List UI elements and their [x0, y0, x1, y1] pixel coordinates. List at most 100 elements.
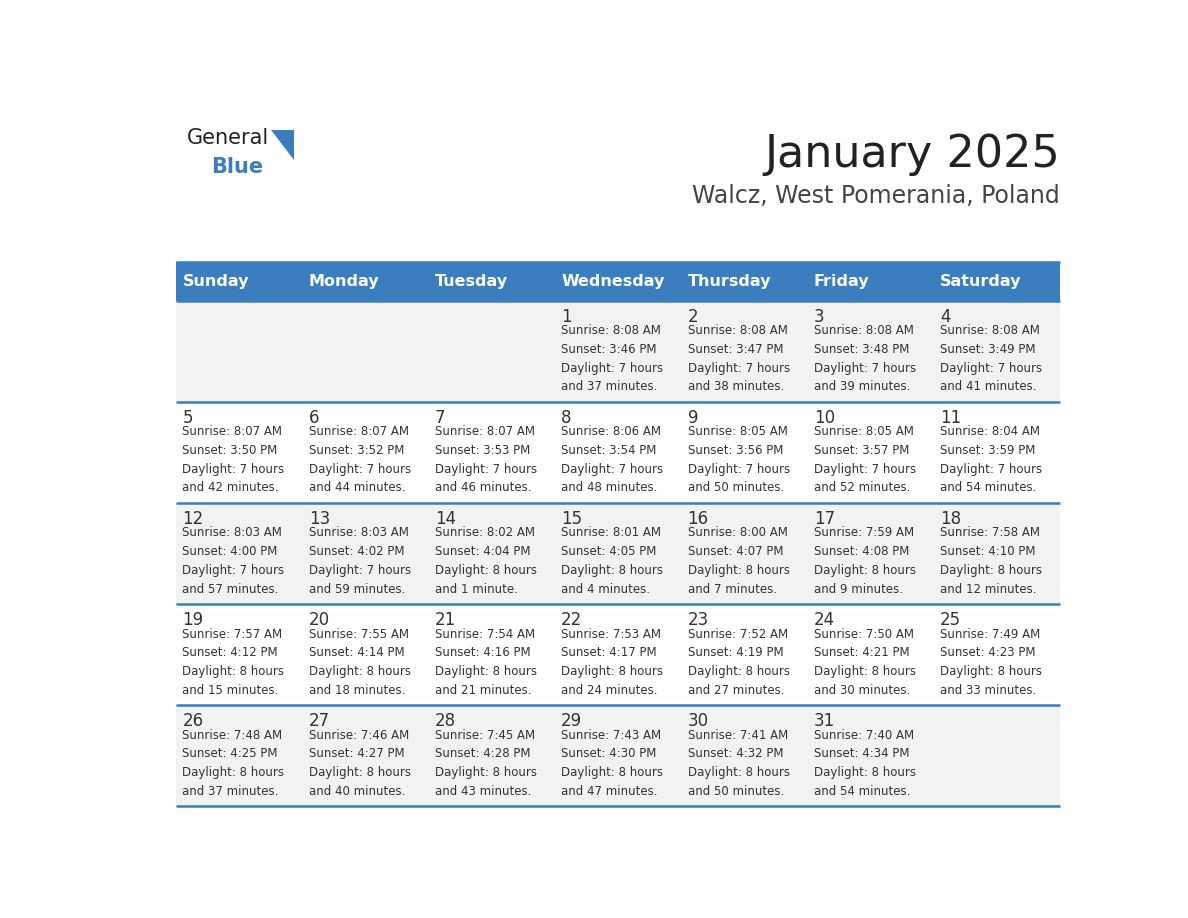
- Bar: [176, 301, 303, 402]
- Bar: [429, 263, 555, 301]
- Text: 23: 23: [688, 611, 709, 630]
- Text: and 47 minutes.: and 47 minutes.: [561, 785, 658, 798]
- Text: and 38 minutes.: and 38 minutes.: [688, 380, 784, 393]
- Text: 17: 17: [814, 510, 835, 528]
- Text: Sunrise: 7:58 AM: Sunrise: 7:58 AM: [940, 526, 1040, 540]
- Text: 27: 27: [309, 712, 330, 731]
- Text: Daylight: 7 hours: Daylight: 7 hours: [309, 463, 411, 476]
- Text: Blue: Blue: [211, 157, 264, 177]
- Bar: [176, 503, 303, 604]
- Bar: [555, 604, 681, 705]
- Text: and 39 minutes.: and 39 minutes.: [814, 380, 910, 393]
- Text: Daylight: 7 hours: Daylight: 7 hours: [814, 362, 916, 375]
- Text: Sunset: 3:57 PM: Sunset: 3:57 PM: [814, 444, 909, 457]
- Text: Sunrise: 7:40 AM: Sunrise: 7:40 AM: [814, 729, 914, 742]
- Text: Monday: Monday: [309, 274, 379, 289]
- Text: Sunrise: 7:53 AM: Sunrise: 7:53 AM: [561, 628, 662, 641]
- Text: and 33 minutes.: and 33 minutes.: [940, 684, 1036, 697]
- Bar: [303, 301, 429, 402]
- Text: Sunset: 4:28 PM: Sunset: 4:28 PM: [435, 747, 531, 760]
- Bar: [681, 402, 808, 503]
- Text: Sunset: 4:08 PM: Sunset: 4:08 PM: [814, 545, 909, 558]
- Bar: [681, 705, 808, 806]
- Text: Sunrise: 7:55 AM: Sunrise: 7:55 AM: [309, 628, 409, 641]
- Text: 30: 30: [688, 712, 708, 731]
- Text: Sunrise: 7:59 AM: Sunrise: 7:59 AM: [814, 526, 914, 540]
- Text: Sunrise: 8:00 AM: Sunrise: 8:00 AM: [688, 526, 788, 540]
- Text: and 21 minutes.: and 21 minutes.: [435, 684, 531, 697]
- Text: 21: 21: [435, 611, 456, 630]
- Bar: [429, 604, 555, 705]
- Text: Sunset: 3:50 PM: Sunset: 3:50 PM: [183, 444, 278, 457]
- Text: Sunrise: 8:04 AM: Sunrise: 8:04 AM: [940, 425, 1040, 438]
- Text: Sunset: 4:16 PM: Sunset: 4:16 PM: [435, 646, 531, 659]
- Text: and 43 minutes.: and 43 minutes.: [435, 785, 531, 798]
- Text: and 54 minutes.: and 54 minutes.: [814, 785, 910, 798]
- Text: Sunrise: 8:01 AM: Sunrise: 8:01 AM: [561, 526, 662, 540]
- Text: Sunset: 4:00 PM: Sunset: 4:00 PM: [183, 545, 278, 558]
- Text: and 27 minutes.: and 27 minutes.: [688, 684, 784, 697]
- Text: and 41 minutes.: and 41 minutes.: [940, 380, 1037, 393]
- Text: Sunrise: 7:48 AM: Sunrise: 7:48 AM: [183, 729, 283, 742]
- Text: and 48 minutes.: and 48 minutes.: [561, 481, 658, 495]
- Text: Sunset: 4:07 PM: Sunset: 4:07 PM: [688, 545, 783, 558]
- Text: Sunrise: 8:08 AM: Sunrise: 8:08 AM: [940, 324, 1040, 337]
- Text: Daylight: 8 hours: Daylight: 8 hours: [435, 564, 537, 577]
- Text: 1: 1: [561, 308, 571, 326]
- Text: Sunrise: 8:08 AM: Sunrise: 8:08 AM: [814, 324, 914, 337]
- Bar: [808, 402, 934, 503]
- Bar: [555, 301, 681, 402]
- Text: Wednesday: Wednesday: [561, 274, 664, 289]
- Text: 25: 25: [940, 611, 961, 630]
- Text: and 57 minutes.: and 57 minutes.: [183, 583, 279, 596]
- Text: Tuesday: Tuesday: [435, 274, 508, 289]
- Polygon shape: [271, 130, 293, 160]
- Text: Sunset: 4:10 PM: Sunset: 4:10 PM: [940, 545, 1036, 558]
- Text: Sunset: 4:19 PM: Sunset: 4:19 PM: [688, 646, 783, 659]
- Text: 15: 15: [561, 510, 582, 528]
- Text: Sunrise: 7:50 AM: Sunrise: 7:50 AM: [814, 628, 914, 641]
- Text: Sunset: 4:23 PM: Sunset: 4:23 PM: [940, 646, 1036, 659]
- Text: Sunset: 3:53 PM: Sunset: 3:53 PM: [435, 444, 530, 457]
- Text: Daylight: 8 hours: Daylight: 8 hours: [814, 766, 916, 779]
- Text: 6: 6: [309, 409, 320, 427]
- Text: and 40 minutes.: and 40 minutes.: [309, 785, 405, 798]
- Text: 31: 31: [814, 712, 835, 731]
- Bar: [555, 263, 681, 301]
- Text: Sunset: 3:54 PM: Sunset: 3:54 PM: [561, 444, 657, 457]
- Text: Sunrise: 7:43 AM: Sunrise: 7:43 AM: [561, 729, 662, 742]
- Text: Daylight: 8 hours: Daylight: 8 hours: [688, 766, 790, 779]
- Text: and 12 minutes.: and 12 minutes.: [940, 583, 1037, 596]
- Text: Sunset: 4:17 PM: Sunset: 4:17 PM: [561, 646, 657, 659]
- Text: and 42 minutes.: and 42 minutes.: [183, 481, 279, 495]
- Text: Daylight: 7 hours: Daylight: 7 hours: [561, 463, 663, 476]
- Text: Daylight: 7 hours: Daylight: 7 hours: [814, 463, 916, 476]
- Text: 26: 26: [183, 712, 203, 731]
- Text: and 4 minutes.: and 4 minutes.: [561, 583, 650, 596]
- Text: Daylight: 8 hours: Daylight: 8 hours: [688, 665, 790, 677]
- Text: Sunset: 4:04 PM: Sunset: 4:04 PM: [435, 545, 531, 558]
- Bar: [303, 604, 429, 705]
- Text: 16: 16: [688, 510, 708, 528]
- Bar: [429, 503, 555, 604]
- Text: Daylight: 8 hours: Daylight: 8 hours: [561, 766, 663, 779]
- Text: and 59 minutes.: and 59 minutes.: [309, 583, 405, 596]
- Text: Daylight: 7 hours: Daylight: 7 hours: [561, 362, 663, 375]
- Text: 13: 13: [309, 510, 330, 528]
- Text: Sunset: 3:52 PM: Sunset: 3:52 PM: [309, 444, 404, 457]
- Text: Sunrise: 7:54 AM: Sunrise: 7:54 AM: [435, 628, 535, 641]
- Text: Sunrise: 7:46 AM: Sunrise: 7:46 AM: [309, 729, 409, 742]
- Text: Daylight: 7 hours: Daylight: 7 hours: [688, 362, 790, 375]
- Text: General: General: [188, 128, 270, 148]
- Text: Sunrise: 8:07 AM: Sunrise: 8:07 AM: [183, 425, 283, 438]
- Text: Sunset: 4:14 PM: Sunset: 4:14 PM: [309, 646, 404, 659]
- Text: Sunset: 4:30 PM: Sunset: 4:30 PM: [561, 747, 657, 760]
- Bar: [934, 705, 1060, 806]
- Bar: [176, 604, 303, 705]
- Text: Sunset: 4:32 PM: Sunset: 4:32 PM: [688, 747, 783, 760]
- Text: Daylight: 7 hours: Daylight: 7 hours: [309, 564, 411, 577]
- Text: Sunrise: 7:49 AM: Sunrise: 7:49 AM: [940, 628, 1041, 641]
- Bar: [808, 301, 934, 402]
- Text: Sunrise: 8:07 AM: Sunrise: 8:07 AM: [435, 425, 535, 438]
- Bar: [176, 402, 303, 503]
